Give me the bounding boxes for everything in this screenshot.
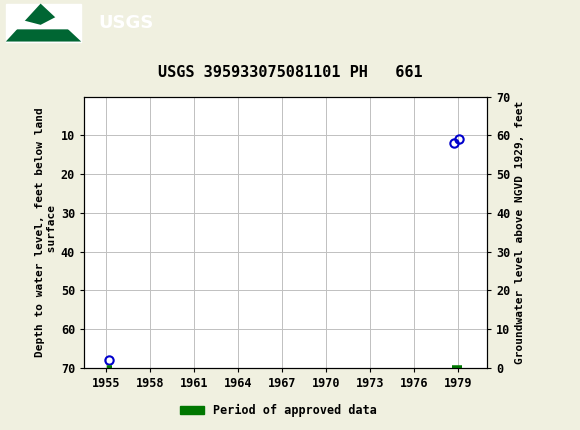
Text: USGS: USGS xyxy=(99,14,154,31)
Polygon shape xyxy=(6,16,81,29)
Text: USGS 395933075081101 PH   661: USGS 395933075081101 PH 661 xyxy=(158,64,422,80)
Polygon shape xyxy=(6,3,81,42)
Legend: Period of approved data: Period of approved data xyxy=(175,399,382,422)
Y-axis label: Groundwater level above NGVD 1929, feet: Groundwater level above NGVD 1929, feet xyxy=(514,101,525,364)
Bar xyxy=(6,3,81,42)
Y-axis label: Depth to water level, feet below land
 surface: Depth to water level, feet below land su… xyxy=(35,108,57,357)
